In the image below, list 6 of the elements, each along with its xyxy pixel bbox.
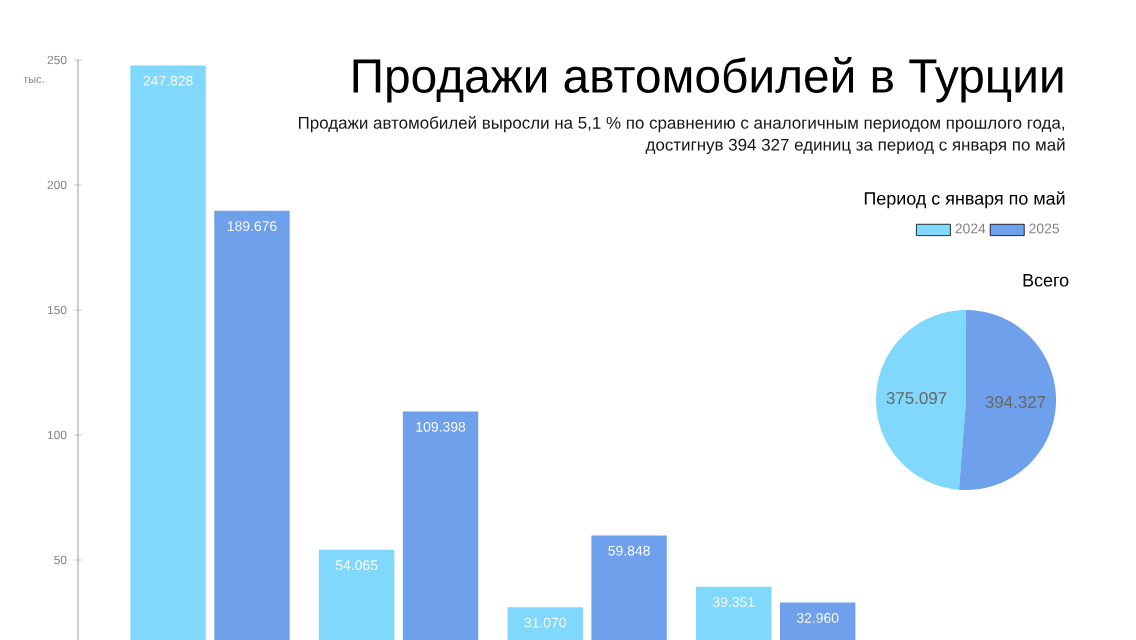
text: Продажи автомобилей выросли на 5,1 % по сравнению с аналогичным периодом прошлого года, достигнув 394 327 единиц за период с января по май <box>298 116 1065 155</box>
chart-title: Всего <box>1023 274 1069 287</box>
data-label: 375.097 <box>886 392 947 405</box>
data-label: 394.327 <box>985 395 1046 408</box>
chart-title: Продажи автомобилей в Турции <box>353 57 1063 103</box>
legend-title: Период с января по май <box>864 191 1065 209</box>
